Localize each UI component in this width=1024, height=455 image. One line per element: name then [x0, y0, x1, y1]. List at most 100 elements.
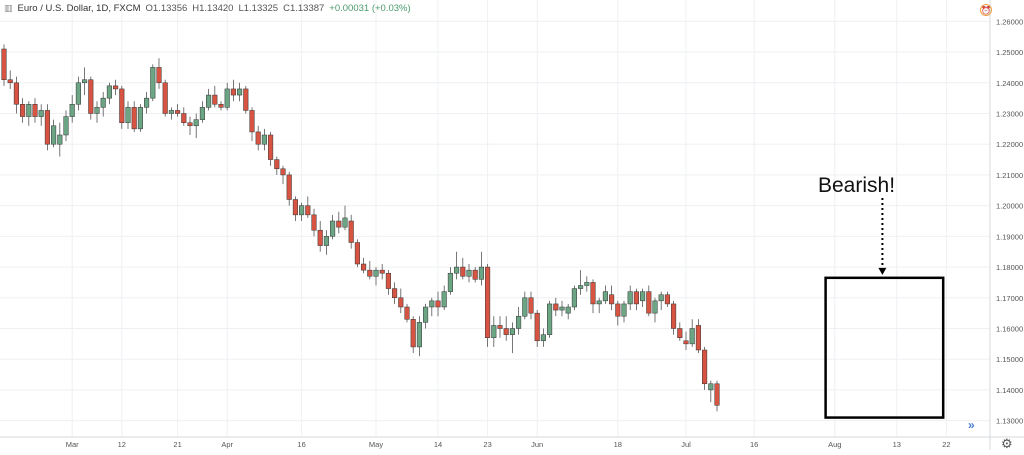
candle-up: [571, 288, 577, 308]
candle-up: [75, 82, 81, 105]
candle-up: [323, 236, 329, 246]
x-tick-label: 22: [942, 440, 950, 449]
candle-up: [168, 110, 174, 114]
candle-up: [491, 325, 497, 338]
candle-up: [416, 322, 422, 348]
candle-up: [522, 297, 528, 317]
candle-up: [63, 116, 69, 136]
x-tick-label: May: [369, 440, 383, 449]
candle-down: [553, 303, 559, 311]
y-tick-label: 1.21000: [996, 171, 1023, 180]
x-tick-label: Jun: [531, 440, 543, 449]
y-tick-label: 1.19000: [996, 232, 1023, 241]
candle-up: [602, 291, 608, 302]
candle-down: [286, 174, 292, 200]
y-tick-label: 1.15000: [996, 355, 1023, 364]
candle-up: [565, 306, 571, 314]
candle-down: [497, 325, 503, 329]
candle-down: [32, 104, 38, 117]
candle-down: [503, 328, 509, 335]
candle-down: [410, 319, 416, 348]
candle-up: [69, 104, 75, 117]
y-tick-label: 1.13000: [996, 417, 1023, 426]
y-tick-label: 1.26000: [996, 17, 1023, 26]
grid: [0, 0, 990, 437]
candle-down: [13, 82, 19, 105]
candle-up: [640, 291, 646, 302]
candle-down: [633, 291, 639, 305]
candle-up: [38, 110, 44, 117]
candle-down: [385, 272, 391, 289]
candle-down: [695, 325, 701, 351]
double-chevron-right-icon[interactable]: »: [968, 418, 975, 432]
high-value: H1.13420: [192, 3, 234, 14]
candle-up: [447, 272, 453, 292]
candle-down: [336, 220, 342, 228]
candle-up: [193, 119, 199, 127]
candle-down: [181, 113, 187, 123]
y-tick-label: 1.14000: [996, 386, 1023, 395]
candle-down: [119, 88, 125, 123]
candle-down: [671, 303, 677, 329]
candle-down: [113, 85, 119, 90]
candle-down: [243, 88, 249, 111]
candle-down: [361, 263, 367, 271]
candle-down: [255, 131, 261, 145]
candle-down: [435, 300, 441, 308]
x-tick-label: 23: [483, 440, 491, 449]
candle-down: [317, 229, 323, 246]
highlight-box-group: Bearish!: [818, 174, 945, 419]
candle-down: [156, 67, 162, 84]
gear-icon[interactable]: ⚙: [1001, 436, 1013, 451]
y-tick-label: 1.22000: [996, 140, 1023, 149]
x-tick-label: Jul: [681, 440, 691, 449]
x-tick-label: Apr: [221, 440, 233, 449]
candle-down: [162, 82, 168, 114]
candle-up: [454, 266, 460, 274]
candle-down: [311, 214, 317, 231]
candle-down: [646, 291, 652, 314]
candle-up: [299, 205, 305, 216]
candle-down: [131, 107, 137, 130]
candle-up: [466, 269, 472, 277]
candle-down: [472, 269, 478, 280]
candle-up: [330, 220, 336, 237]
candle-down: [528, 297, 534, 314]
candle-down: [379, 269, 385, 274]
y-tick-label: 1.20000: [996, 202, 1023, 211]
candle-up: [708, 383, 714, 391]
instrument-name[interactable]: Euro / U.S. Dollar, 1D, FXCM: [17, 3, 141, 14]
y-tick-label: 1.16000: [996, 325, 1023, 334]
candle-up: [596, 300, 602, 305]
candle-up: [652, 300, 658, 314]
candle-down: [292, 199, 298, 216]
x-tick-label: 12: [118, 440, 126, 449]
candle-down: [212, 94, 218, 105]
candle-up: [237, 88, 243, 96]
candle-down: [392, 288, 398, 299]
candle-up: [342, 217, 348, 228]
candle-down: [615, 303, 621, 317]
candle-up: [199, 107, 205, 120]
candle-up: [224, 88, 230, 108]
candle-down: [609, 294, 615, 305]
x-tick-label: 14: [434, 440, 442, 449]
candle-up: [509, 328, 515, 335]
low-value: L1.13325: [238, 3, 279, 14]
candle-up: [125, 107, 131, 123]
candle-down: [1, 48, 7, 80]
candles-icon[interactable]: ▥: [4, 3, 13, 13]
candle-down: [187, 122, 193, 127]
candle-up: [261, 134, 267, 145]
candle-down: [280, 168, 286, 176]
candle-up: [51, 125, 57, 145]
candle-up: [540, 334, 546, 342]
candle-up: [82, 79, 88, 84]
candle-up: [206, 94, 212, 108]
alarm-icon[interactable]: ⏰: [980, 4, 992, 16]
candle-down: [534, 312, 540, 342]
candle-up: [559, 306, 565, 311]
x-tick-label: 13: [893, 440, 901, 449]
